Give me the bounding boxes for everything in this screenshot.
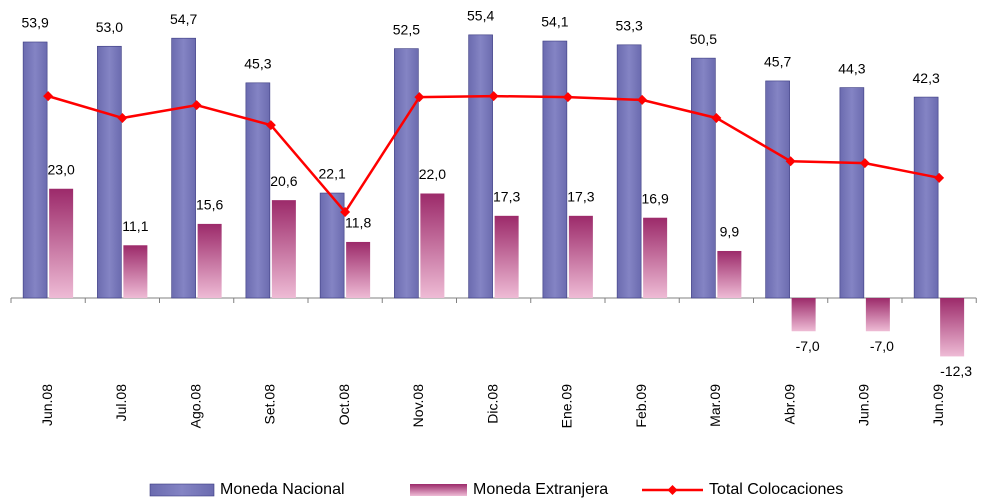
data-label: 53,9 <box>22 15 49 31</box>
data-label: -7,0 <box>796 338 820 354</box>
bar <box>97 45 122 299</box>
bar <box>22 41 48 299</box>
bar <box>245 82 271 299</box>
data-label: 55,4 <box>467 8 494 24</box>
x-tick-label: Jun.09 <box>930 384 946 426</box>
bar <box>468 34 493 299</box>
x-tick-label: Ene.09 <box>559 384 575 429</box>
data-label: 42,3 <box>913 70 940 86</box>
data-label: 52,5 <box>393 21 420 37</box>
data-label: -12,3 <box>940 363 972 379</box>
bar <box>940 298 965 357</box>
data-label: 45,7 <box>764 54 791 70</box>
bar <box>394 48 419 299</box>
line-marker <box>340 207 351 218</box>
data-label: 22,0 <box>419 166 446 182</box>
bar <box>568 215 593 298</box>
data-label: 53,0 <box>96 19 123 35</box>
bar <box>643 217 668 298</box>
data-label: -7,0 <box>870 338 894 354</box>
data-label: 15,6 <box>196 197 223 213</box>
data-label: 20,6 <box>270 173 297 189</box>
x-tick-label: Ago.08 <box>187 384 203 429</box>
data-label: 54,7 <box>170 11 197 27</box>
bar <box>171 37 196 299</box>
line-marker <box>934 172 945 183</box>
line-marker <box>191 100 202 111</box>
x-tick-label: Nov.08 <box>410 384 426 428</box>
x-tick-label: Jun.09 <box>856 384 872 426</box>
data-label: 54,1 <box>541 14 568 30</box>
x-tick-label: Feb.09 <box>633 384 649 428</box>
bar <box>197 223 222 298</box>
legend-marker <box>667 485 678 495</box>
bar <box>542 40 568 299</box>
bar <box>791 298 816 332</box>
legend-swatch <box>410 484 467 496</box>
bar <box>691 57 716 299</box>
bar <box>765 80 790 299</box>
bar <box>717 250 742 298</box>
data-label: 44,3 <box>838 60 865 76</box>
x-tick-label: Jul.08 <box>113 384 129 422</box>
data-label: 11,8 <box>345 215 371 231</box>
data-label: 17,3 <box>493 189 520 205</box>
bar <box>494 215 519 298</box>
line-marker <box>785 156 796 167</box>
bar <box>271 200 296 298</box>
line-marker <box>562 92 573 103</box>
x-tick-label: Mar.09 <box>707 384 723 427</box>
bar <box>49 188 74 298</box>
x-tick-label: Dic.08 <box>484 384 500 424</box>
legend-label: Total Colocaciones <box>709 481 843 498</box>
x-tick-label: Jun.08 <box>39 384 55 426</box>
line-marker <box>488 91 499 102</box>
bar <box>420 193 445 298</box>
legend-swatch <box>149 483 215 497</box>
line-marker <box>637 94 648 105</box>
x-tick-label: Set.08 <box>262 384 278 425</box>
data-label: 16,9 <box>642 190 669 206</box>
bar <box>839 87 865 299</box>
bar <box>865 298 890 332</box>
data-label: 9,9 <box>720 224 740 240</box>
bar <box>913 96 939 299</box>
data-label: 45,3 <box>244 56 271 72</box>
bar <box>346 241 371 298</box>
x-tick-label: Abr.09 <box>781 384 797 425</box>
data-label: 17,3 <box>567 189 594 205</box>
legend-label: Moneda Nacional <box>220 481 345 498</box>
x-tick-label: Oct.08 <box>336 384 352 425</box>
line-marker <box>265 120 276 131</box>
legend-label: Moneda Extranjera <box>473 481 608 498</box>
data-label: 50,5 <box>690 31 717 47</box>
data-label: 22,1 <box>319 166 346 182</box>
line-marker <box>117 112 128 123</box>
data-label: 11,1 <box>122 218 148 234</box>
line-marker <box>859 158 870 169</box>
data-label: 53,3 <box>616 18 643 34</box>
line-marker <box>711 112 722 123</box>
bar <box>616 44 642 299</box>
line-marker <box>414 92 425 103</box>
data-label: 23,0 <box>48 161 75 177</box>
bar <box>123 245 148 298</box>
line-marker <box>43 91 54 102</box>
bar <box>319 192 345 299</box>
